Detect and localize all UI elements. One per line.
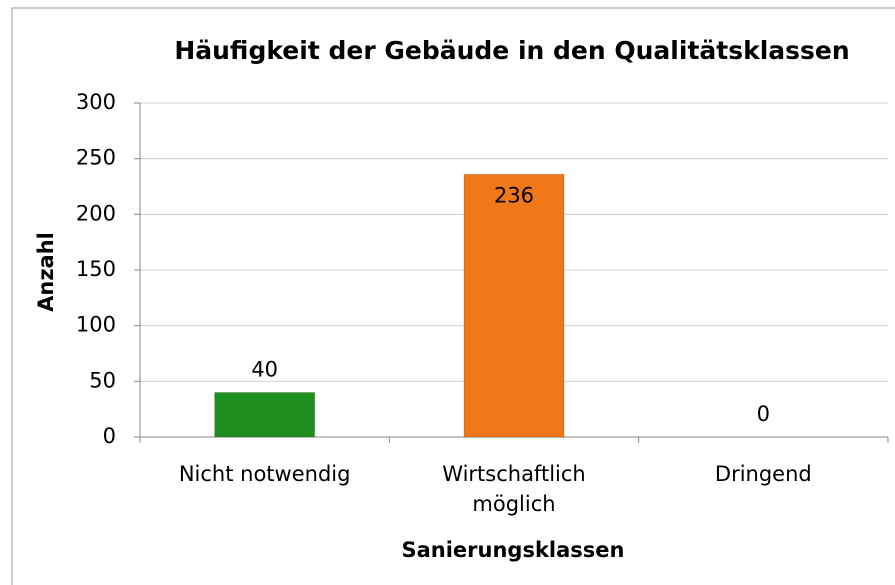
x-tick-label: Nicht notwendig bbox=[178, 462, 351, 486]
y-tick-label: 300 bbox=[76, 90, 116, 114]
bar bbox=[463, 173, 565, 438]
x-tick-label: Dringend bbox=[714, 462, 812, 486]
value-label: 0 bbox=[757, 402, 770, 426]
x-tick-label: Wirtschaftlich möglich bbox=[442, 462, 586, 516]
y-tick-label: 150 bbox=[76, 257, 116, 281]
y-tick-label: 0 bbox=[103, 424, 116, 448]
x-axis-title: Sanierungsklassen bbox=[401, 538, 624, 562]
y-tick-label: 100 bbox=[76, 313, 116, 337]
chart-frame bbox=[11, 7, 895, 585]
y-tick-label: 250 bbox=[76, 146, 116, 170]
y-axis-title: Anzahl bbox=[34, 232, 58, 312]
chart-title: Häufigkeit der Gebäude in den Qualitätsk… bbox=[174, 36, 849, 65]
bar bbox=[214, 391, 316, 438]
value-label: 40 bbox=[251, 357, 278, 381]
y-tick-label: 50 bbox=[89, 368, 116, 392]
value-label: 236 bbox=[494, 183, 534, 207]
y-tick-label: 200 bbox=[76, 201, 116, 225]
